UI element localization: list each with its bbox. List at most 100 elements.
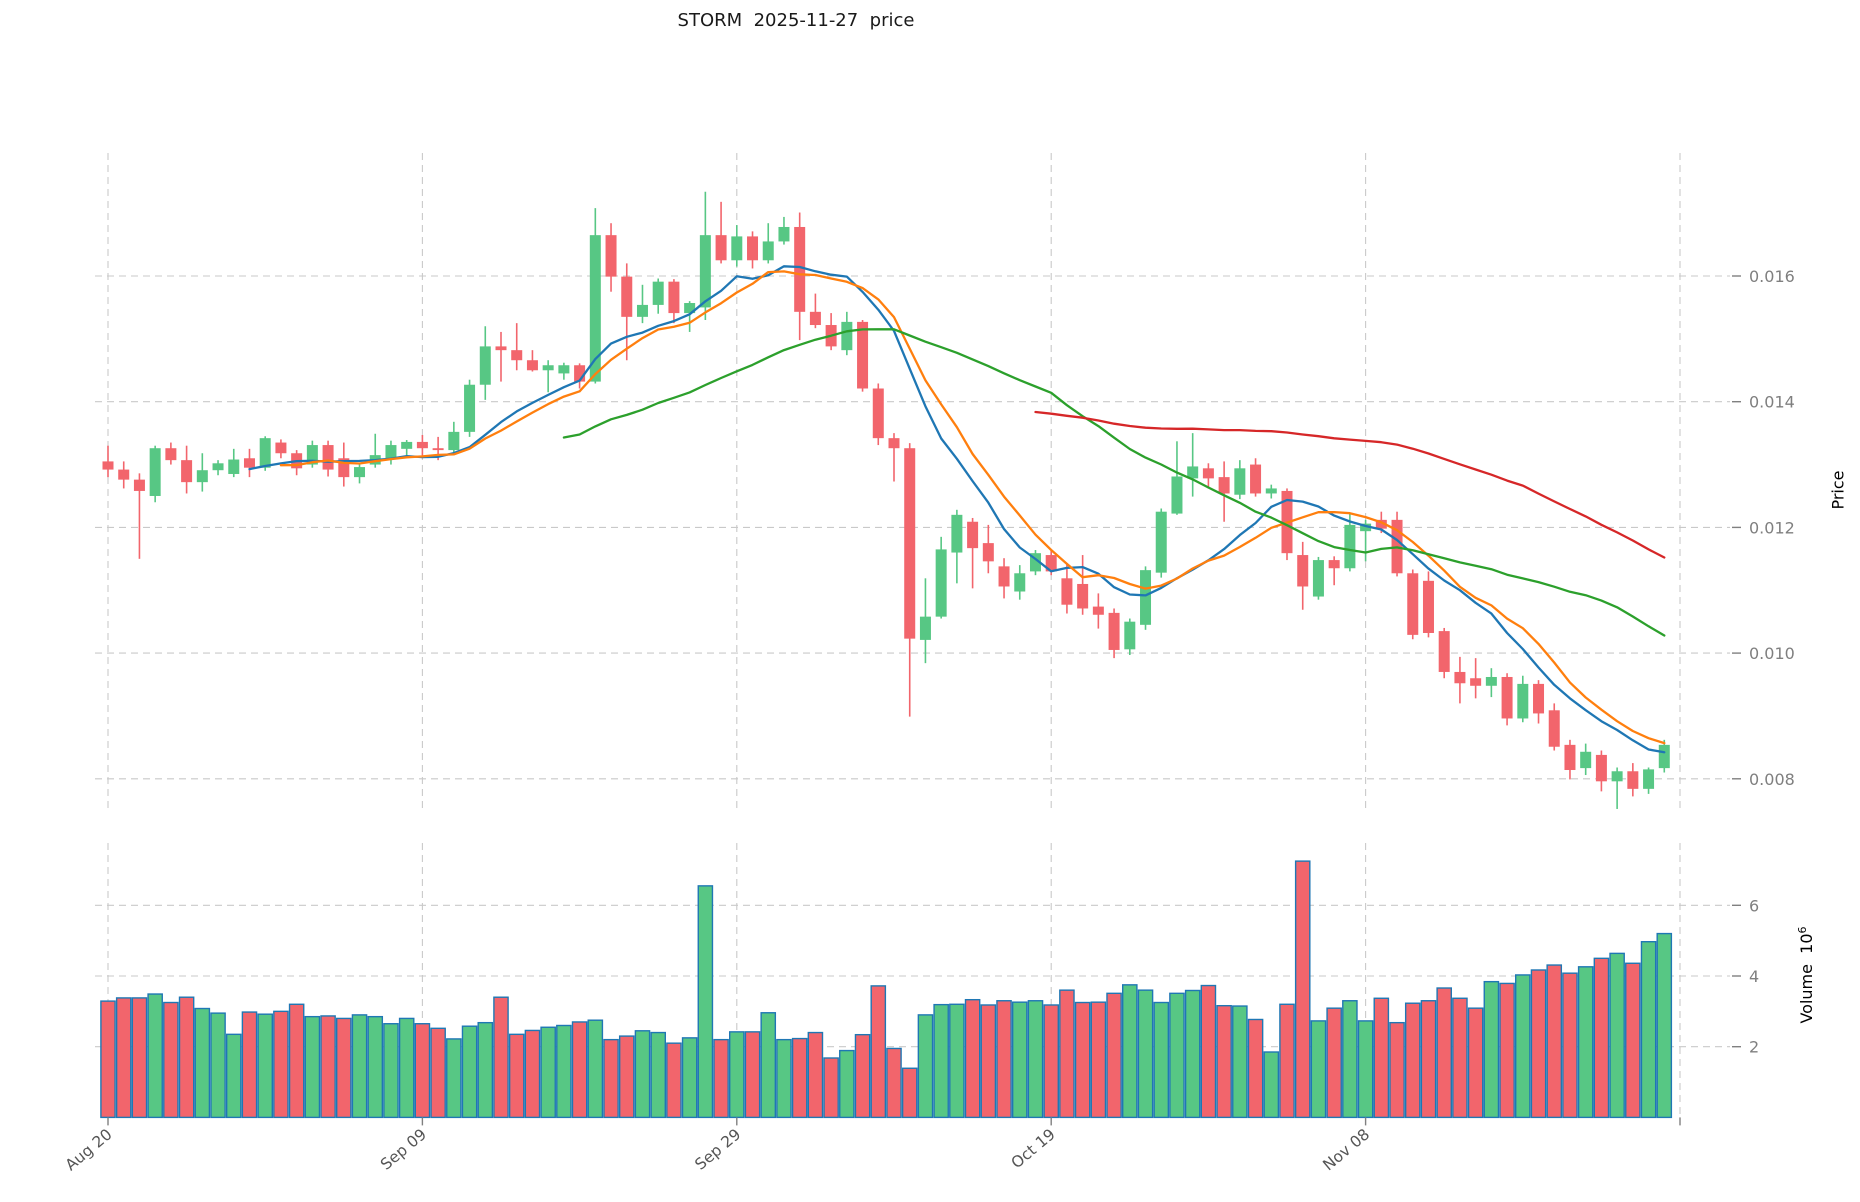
price-tick-label: 0.010 [1749,644,1795,663]
candle-body [668,281,680,314]
candles-layer [102,191,1670,809]
date-tick-label: Oct 19 [1008,1125,1059,1172]
volume-bar [839,1049,855,1119]
volume-bar [1184,989,1201,1119]
volume-axis-unit-base: 10 [1797,933,1817,954]
ma-slowest-red-line [1034,410,1666,559]
volume-bar [1294,860,1311,1119]
candle-body [1548,710,1560,747]
candle [1092,593,1104,629]
candle-body [747,236,759,261]
volume-bar [964,998,981,1119]
candle-body [1501,676,1513,719]
candle-body [1611,771,1623,782]
candle-body [1328,560,1340,569]
candle [621,263,633,361]
candle-body [385,445,397,459]
candle-body [1297,555,1309,587]
volume-bar [744,1031,761,1119]
candle-body [904,448,916,639]
candle [1014,565,1026,600]
volume-bar [351,1014,368,1119]
candle [1108,608,1120,659]
volume-bar [603,1038,619,1119]
candle-body [354,467,366,478]
candle-body [778,226,790,242]
volume-bar [697,885,714,1119]
candle [322,440,334,477]
candle-body [872,388,884,439]
candle-body [1643,769,1655,789]
volume-bar [1043,1004,1059,1119]
candle-body [1187,466,1199,479]
candle [1202,463,1214,489]
candle-body [401,441,413,449]
volume-bar [1326,1007,1342,1119]
candle-body [181,460,193,483]
candle [605,223,617,292]
candle-body [1171,476,1183,514]
candle-body [1029,553,1041,572]
candle-body [322,445,334,470]
candle-body [1470,678,1482,686]
volume-bar [556,1024,572,1119]
candle-body [1344,524,1356,569]
candle [825,313,837,351]
candle-body [1265,488,1277,494]
candle [118,461,130,489]
volume-bar [1310,1020,1327,1119]
candle [636,284,648,324]
volume-bar [713,1038,729,1119]
volume-bar [854,1033,871,1119]
volume-bar [147,993,163,1119]
candle-body [259,438,271,468]
candle [165,442,177,465]
volume-bar [225,1033,242,1119]
candle [401,440,413,456]
candle [1312,556,1324,600]
candle [684,301,696,332]
candle-body [479,346,491,385]
volume-bar [1467,1007,1484,1119]
volume-bar [383,1023,399,1119]
candle [1187,433,1199,497]
ma-medium-orange-line [279,270,1666,745]
volume-bar [1074,1001,1091,1119]
volume-bar [336,1017,352,1119]
candle-body [448,431,460,451]
candle [1422,571,1434,638]
volume-bar [1436,987,1452,1119]
volume-bar [1577,966,1594,1119]
volume-bar [996,1000,1012,1119]
volume-bar [776,1038,792,1119]
candle [243,448,255,478]
candle-body [1564,744,1576,771]
volume-bar [1514,974,1531,1119]
volume-bar [446,1038,462,1119]
volume-bar [115,997,132,1119]
candle-body [967,521,979,549]
volume-bar [1656,932,1673,1119]
candle-body [1092,606,1104,615]
candle [511,323,523,371]
candle [212,460,224,476]
volume-bar [257,1013,274,1119]
volume-bar [131,997,148,1119]
volume-bar [650,1031,666,1119]
candle [542,360,554,393]
candle [668,279,680,324]
candle-body [935,549,947,617]
candle-body [574,365,586,382]
candle-body [133,479,145,491]
candle-body [1454,671,1466,684]
volume-bar [241,1011,258,1119]
volume-bar [1609,952,1625,1119]
volume-bar [1373,997,1390,1119]
price-tick-label: 0.008 [1749,770,1795,789]
volume-bar [461,1025,478,1119]
candle-body [998,566,1010,587]
candle [1234,460,1246,500]
candle-body [1014,573,1026,592]
candle-body [102,461,114,470]
